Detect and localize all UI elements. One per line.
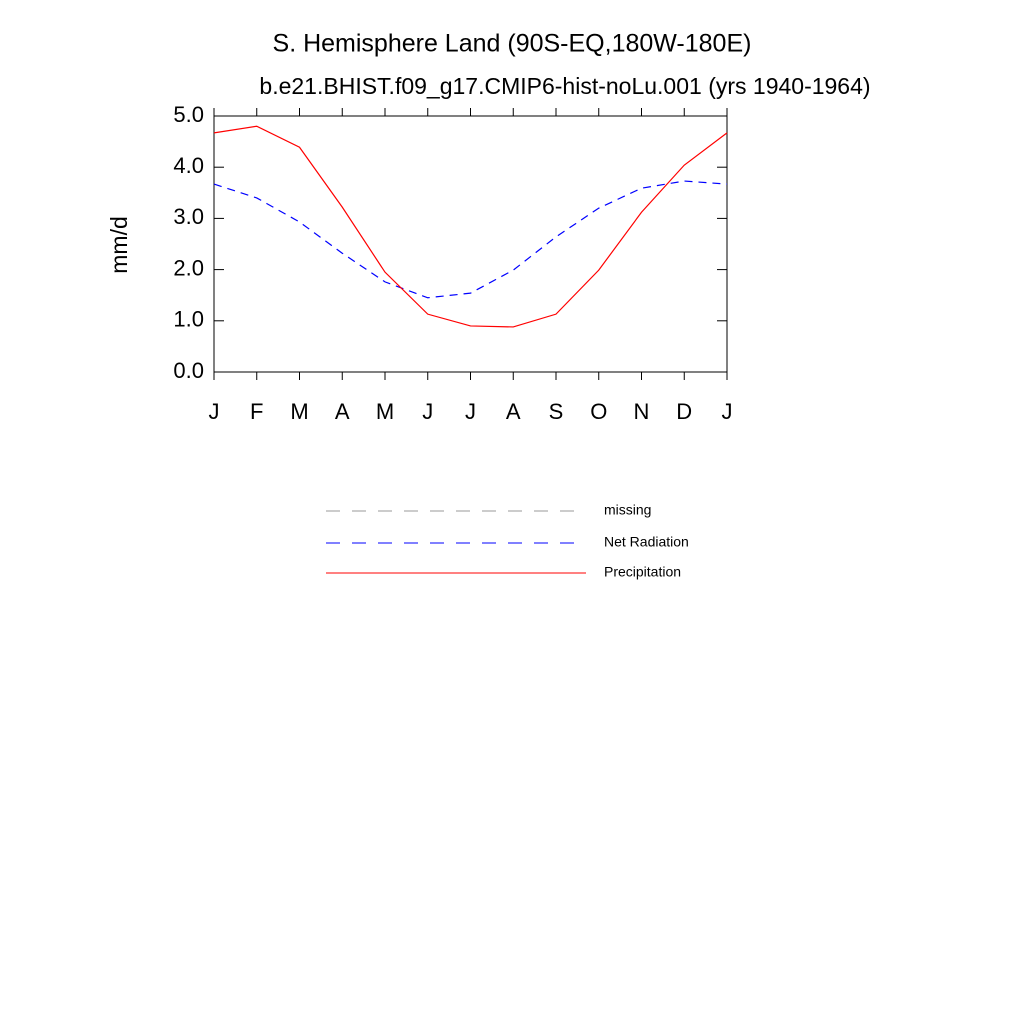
- x-tick-label: J: [722, 399, 733, 424]
- legend-label: Precipitation: [604, 564, 681, 580]
- legend-label: Net Radiation: [604, 534, 689, 550]
- x-tick-label: A: [506, 399, 521, 424]
- x-tick-label: M: [376, 399, 394, 424]
- y-tick-label: 0.0: [173, 358, 204, 383]
- series-line: [213, 125, 728, 328]
- y-axis-label: mm/d: [106, 216, 132, 274]
- plot-frame: [213, 115, 728, 373]
- x-tick-label: O: [590, 399, 607, 424]
- y-tick-label: 3.0: [173, 204, 204, 229]
- legend-label: missing: [604, 502, 651, 518]
- chart-subtitle: b.e21.BHIST.f09_g17.CMIP6-hist-noLu.001 …: [259, 73, 870, 99]
- chart-title: S. Hemisphere Land (90S-EQ,180W-180E): [273, 30, 752, 58]
- x-tick-label: M: [290, 399, 308, 424]
- x-tick-label: N: [634, 399, 650, 424]
- x-tick-label: D: [676, 399, 692, 424]
- x-tick-label: J: [465, 399, 476, 424]
- x-tick-label: J: [209, 399, 220, 424]
- y-tick-label: 2.0: [173, 255, 204, 280]
- y-tick-label: 4.0: [173, 153, 204, 178]
- x-tick-label: J: [422, 399, 433, 424]
- y-tick-label: 1.0: [173, 307, 204, 332]
- y-tick-label: 5.0: [173, 102, 204, 127]
- x-tick-label: F: [250, 399, 263, 424]
- series-line: [213, 180, 728, 299]
- x-tick-label: A: [335, 399, 350, 424]
- x-tick-label: S: [549, 399, 564, 424]
